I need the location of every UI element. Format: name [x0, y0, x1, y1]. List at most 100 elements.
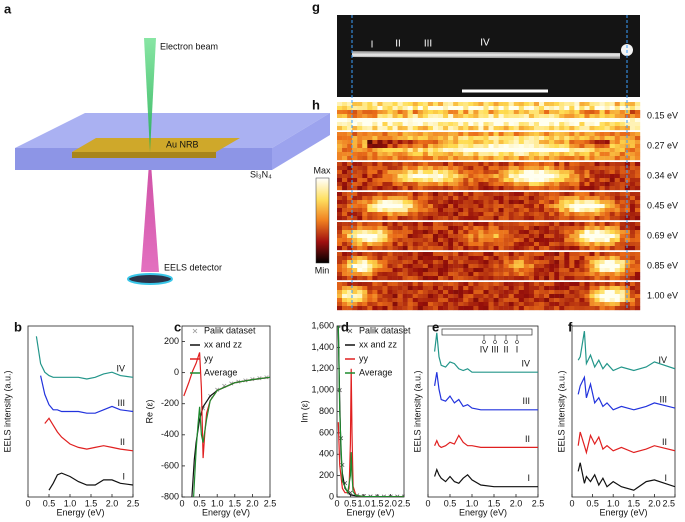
map-pixel: [342, 132, 347, 136]
map-pixel: [483, 156, 488, 160]
map-pixel: [504, 212, 509, 216]
map-pixel: [524, 230, 529, 234]
map-pixel: [367, 208, 372, 212]
map-pixel: [534, 306, 539, 310]
map-pixel: [574, 298, 579, 302]
map-pixel: [524, 212, 529, 216]
map-pixel: [595, 238, 600, 242]
map-pixel: [494, 136, 499, 140]
x-tick-label: 0.5: [344, 498, 357, 508]
map-pixel: [620, 290, 625, 294]
energy-label: 0.27 eV: [647, 140, 678, 150]
map-pixel: [610, 102, 615, 106]
map-pixel: [610, 162, 615, 166]
map-pixel: [483, 136, 488, 140]
x-tick-label: 1.5: [488, 498, 501, 508]
map-pixel: [458, 286, 463, 290]
x-tick-label: 1.0: [211, 498, 224, 508]
map-pixel: [514, 230, 519, 234]
map-pixel: [620, 114, 625, 118]
map-pixel: [478, 114, 483, 118]
map-pixel: [620, 216, 625, 220]
map-pixel: [337, 152, 342, 156]
map-pixel: [468, 106, 473, 110]
map-pixel: [362, 260, 367, 264]
map-pixel: [458, 264, 463, 268]
map-pixel: [337, 272, 342, 276]
map-pixel: [478, 148, 483, 152]
map-pixel: [478, 166, 483, 170]
map-pixel: [483, 298, 488, 302]
map-pixel: [549, 118, 554, 122]
map-pixel: [423, 268, 428, 272]
map-pixel: [448, 290, 453, 294]
map-pixel: [519, 186, 524, 190]
map-pixel: [458, 200, 463, 204]
map-pixel: [438, 196, 443, 200]
map-pixel: [408, 102, 413, 106]
map-pixel: [554, 264, 559, 268]
map-pixel: [398, 208, 403, 212]
map-pixel: [630, 212, 635, 216]
map-pixel: [564, 256, 569, 260]
map-pixel: [433, 238, 438, 242]
map-pixel: [388, 222, 393, 226]
map-pixel: [544, 132, 549, 136]
map-pixel: [519, 272, 524, 276]
map-pixel: [388, 226, 393, 230]
map-pixel: [615, 226, 620, 230]
map-pixel: [630, 174, 635, 178]
map-pixel: [342, 106, 347, 110]
map-pixel: [418, 106, 423, 110]
map-pixel: [468, 260, 473, 264]
map-pixel: [579, 136, 584, 140]
map-pixel: [443, 208, 448, 212]
map-pixel: [544, 166, 549, 170]
map-pixel: [630, 294, 635, 298]
map-pixel: [367, 192, 372, 196]
map-pixel: [453, 242, 458, 246]
map-pixel: [403, 298, 408, 302]
map-pixel: [357, 156, 362, 160]
map-pixel: [610, 132, 615, 136]
map-pixel: [519, 268, 524, 272]
map-pixel: [509, 162, 514, 166]
map-pixel: [494, 298, 499, 302]
map-pixel: [428, 260, 433, 264]
map-pixel: [473, 156, 478, 160]
map-pixel: [388, 186, 393, 190]
map-pixel: [423, 182, 428, 186]
map-pixel: [433, 302, 438, 306]
map-pixel: [428, 178, 433, 182]
map-pixel: [468, 282, 473, 286]
map-pixel: [463, 306, 468, 310]
map-pixel: [504, 252, 509, 256]
map-pixel: [600, 226, 605, 230]
map-pixel: [433, 282, 438, 286]
map-pixel: [554, 126, 559, 130]
map-pixel: [590, 282, 595, 286]
map-pixel: [433, 256, 438, 260]
map-pixel: [554, 152, 559, 156]
map-pixel: [463, 212, 468, 216]
map-pixel: [544, 298, 549, 302]
map-pixel: [483, 114, 488, 118]
map-pixel: [579, 178, 584, 182]
map-pixel: [398, 162, 403, 166]
map-pixel: [468, 102, 473, 106]
map-pixel: [367, 260, 372, 264]
map-pixel: [595, 268, 600, 272]
map-pixel: [473, 302, 478, 306]
map-pixel: [413, 200, 418, 204]
map-pixel: [352, 252, 357, 256]
map-pixel: [413, 156, 418, 160]
map-pixel: [478, 272, 483, 276]
energy-label: 0.15 eV: [647, 110, 678, 120]
map-pixel: [388, 200, 393, 204]
map-pixel: [559, 286, 564, 290]
map-pixel: [615, 136, 620, 140]
map-pixel: [635, 200, 640, 204]
map-pixel: [372, 272, 377, 276]
map-pixel: [483, 126, 488, 130]
series-label: II: [662, 437, 667, 447]
